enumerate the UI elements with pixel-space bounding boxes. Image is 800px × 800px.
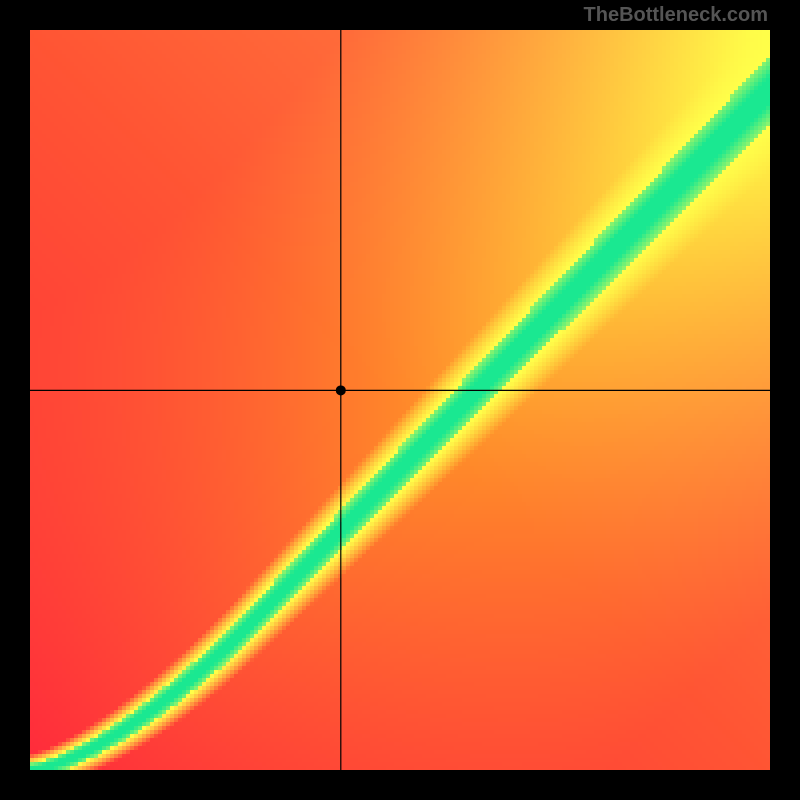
heatmap-canvas: [30, 30, 770, 770]
plot-area: [30, 30, 770, 770]
chart-container: TheBottleneck.com: [0, 0, 800, 800]
watermark-text: TheBottleneck.com: [584, 4, 768, 27]
